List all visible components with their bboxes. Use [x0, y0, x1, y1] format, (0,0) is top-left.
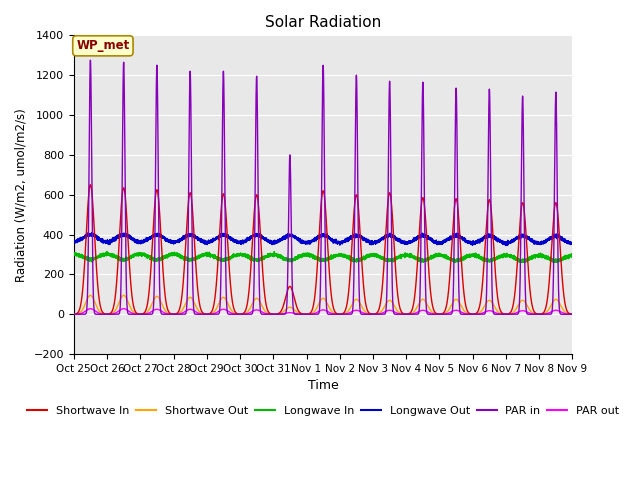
Legend: Shortwave In, Shortwave Out, Longwave In, Longwave Out, PAR in, PAR out: Shortwave In, Shortwave Out, Longwave In… — [22, 401, 623, 420]
Title: Solar Radiation: Solar Radiation — [265, 15, 381, 30]
Text: WP_met: WP_met — [76, 39, 129, 52]
X-axis label: Time: Time — [308, 379, 339, 392]
Y-axis label: Radiation (W/m2, umol/m2/s): Radiation (W/m2, umol/m2/s) — [15, 108, 28, 282]
